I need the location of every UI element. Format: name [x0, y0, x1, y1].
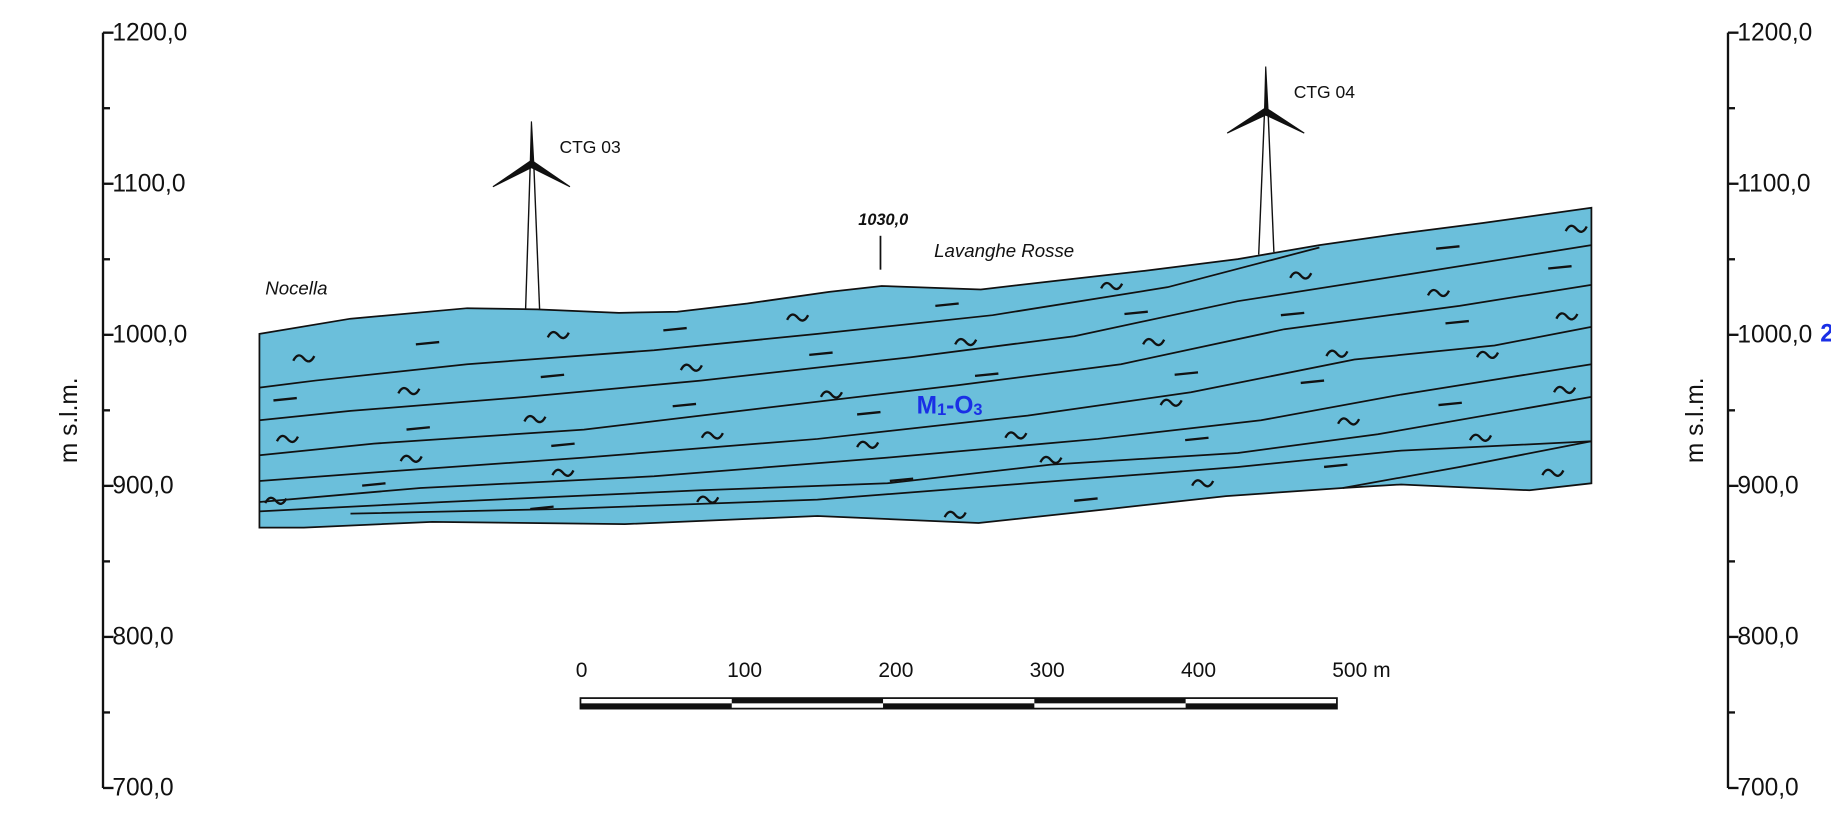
- tick-label: 1100,0: [112, 170, 185, 197]
- place-label: Nocella: [265, 277, 327, 298]
- elevation-label: 1030,0: [858, 211, 908, 229]
- scale-label: 500 m: [1332, 659, 1390, 682]
- tick-label: 1100,0: [1737, 170, 1810, 197]
- turbine-label: CTG 03: [559, 137, 620, 157]
- scale-segment: [732, 698, 883, 703]
- scale-label: 400: [1181, 659, 1216, 682]
- scale-segment: [580, 703, 731, 708]
- scale-segment: [883, 703, 1034, 708]
- scale-label: 100: [727, 659, 762, 682]
- turbine-label: CTG 04: [1294, 82, 1356, 102]
- cut-label: 2: [1820, 321, 1831, 348]
- unit-label: M1-O3: [917, 393, 983, 420]
- tick-label: 900,0: [112, 473, 173, 500]
- tick-label: 1000,0: [1737, 321, 1812, 348]
- cross-section: CTG 03 CTG 04 1030,0 Nocella Lavanghe Ro…: [0, 0, 1831, 816]
- scale-bar: [580, 698, 1336, 709]
- tick-label: 1200,0: [1737, 19, 1812, 46]
- tick-label: 1200,0: [112, 19, 187, 46]
- scale-label: 200: [878, 659, 913, 682]
- axis-label: m s.l.m.: [56, 377, 83, 463]
- tick-label: 700,0: [1737, 775, 1798, 802]
- tick-label: 800,0: [1737, 624, 1798, 651]
- scale-label: 0: [576, 659, 588, 682]
- tick-label: 700,0: [112, 775, 173, 802]
- place-label: Lavanghe Rosse: [934, 240, 1074, 261]
- scale-label: 300: [1030, 659, 1065, 682]
- tick-label: 900,0: [1737, 473, 1798, 500]
- scale-segment: [1034, 698, 1185, 703]
- scale-segment: [1186, 703, 1337, 708]
- tick-label: 1000,0: [112, 321, 187, 348]
- tick-label: 800,0: [112, 624, 173, 651]
- axis-label: m s.l.m.: [1682, 377, 1709, 463]
